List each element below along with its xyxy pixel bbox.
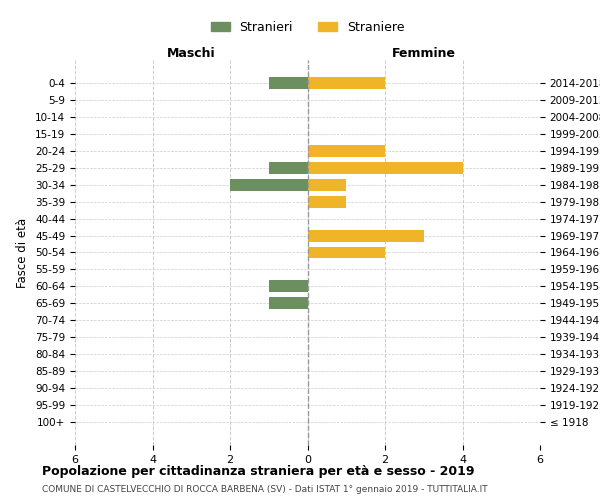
Bar <box>308 162 463 174</box>
Text: Maschi: Maschi <box>167 47 215 60</box>
Bar <box>269 280 308 292</box>
Y-axis label: Fasce di età: Fasce di età <box>16 218 29 288</box>
Bar <box>308 179 346 191</box>
Bar <box>308 230 424 241</box>
Text: Popolazione per cittadinanza straniera per età e sesso - 2019: Popolazione per cittadinanza straniera p… <box>42 465 475 478</box>
Bar <box>308 196 346 207</box>
Bar <box>269 162 308 174</box>
Text: Femmine: Femmine <box>392 47 456 60</box>
Legend: Stranieri, Straniere: Stranieri, Straniere <box>206 16 409 39</box>
Bar <box>308 246 385 258</box>
Bar <box>308 78 385 90</box>
Bar <box>269 298 308 309</box>
Text: COMUNE DI CASTELVECCHIO DI ROCCA BARBENA (SV) - Dati ISTAT 1° gennaio 2019 - TUT: COMUNE DI CASTELVECCHIO DI ROCCA BARBENA… <box>42 485 488 494</box>
Bar <box>230 179 308 191</box>
Bar <box>269 78 308 90</box>
Bar <box>308 145 385 157</box>
